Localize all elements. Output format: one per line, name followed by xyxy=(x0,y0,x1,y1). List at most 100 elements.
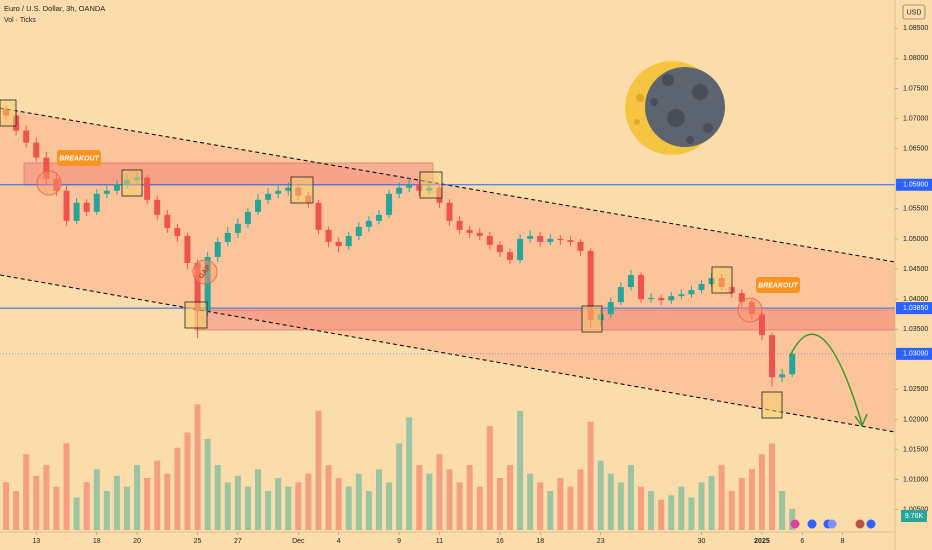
boxes xyxy=(0,99,783,419)
volume-bar xyxy=(164,473,171,530)
chart-title: Euro / U.S. Dollar, 3h, OANDA xyxy=(4,4,105,13)
x-tick-label: 11 xyxy=(436,538,443,545)
volume-bar xyxy=(517,410,524,530)
icon xyxy=(855,519,865,529)
candle-body xyxy=(144,177,151,200)
candle-body xyxy=(678,294,685,297)
arrow-head xyxy=(854,413,868,428)
candle-body xyxy=(63,190,70,221)
candle-body xyxy=(577,241,584,251)
volume-bar xyxy=(43,465,50,530)
candle-body xyxy=(194,262,201,312)
candle-body xyxy=(688,290,695,295)
candle-body xyxy=(567,240,574,242)
volume-bar xyxy=(718,465,725,530)
volume-bar xyxy=(527,473,534,530)
candle-body xyxy=(587,250,594,321)
y-tick-label: 1.02500 xyxy=(903,386,928,393)
currency: USD xyxy=(907,9,922,16)
volume-bar xyxy=(708,475,715,530)
support-zone xyxy=(194,309,895,331)
resistance-zone xyxy=(23,162,434,186)
x-tick-label: 18 xyxy=(93,538,101,545)
candle-body xyxy=(517,238,524,260)
y-tick-label: 1.01000 xyxy=(903,476,928,483)
candle-body xyxy=(466,229,473,233)
volume-bar xyxy=(506,465,513,530)
volume-bar xyxy=(627,465,634,530)
candle-body xyxy=(154,199,161,215)
candle-body xyxy=(537,235,544,242)
x-tick-label: 9 xyxy=(397,538,401,545)
candle-body xyxy=(406,184,413,188)
x-tick-label: 4 xyxy=(337,538,341,545)
candle-body xyxy=(658,297,665,301)
volume-bar xyxy=(769,443,776,530)
volume-bar xyxy=(335,478,342,530)
box xyxy=(581,305,603,333)
level-tag xyxy=(896,178,932,191)
icon xyxy=(827,519,837,529)
y-tick-label: 1.02000 xyxy=(903,416,928,423)
volume-bar xyxy=(13,491,20,530)
moon xyxy=(625,61,725,155)
volume-bar xyxy=(466,465,473,530)
candle-body xyxy=(184,235,191,263)
candle-body xyxy=(456,220,463,230)
circles xyxy=(36,170,763,323)
volume-bar xyxy=(234,475,241,530)
volume-bar xyxy=(144,478,151,530)
candle-body xyxy=(648,297,655,300)
volume-bar xyxy=(154,460,161,530)
candle-body xyxy=(758,314,765,336)
volume-bar xyxy=(758,454,765,530)
crater xyxy=(634,119,640,125)
volume-bar xyxy=(406,417,413,530)
box xyxy=(184,301,208,329)
volume-bar xyxy=(446,469,453,530)
y-tick-label: 1.04000 xyxy=(903,296,928,303)
candle-body xyxy=(244,211,251,224)
volume-bar xyxy=(456,482,463,530)
breakout-label: BREAKOUT xyxy=(59,155,99,162)
volume-bar xyxy=(779,491,786,530)
crater xyxy=(662,74,674,86)
box xyxy=(290,176,314,204)
volume-bar xyxy=(648,491,655,530)
candle-body xyxy=(214,241,221,257)
x-tick-label: 20 xyxy=(133,538,141,545)
volume-bar xyxy=(255,469,262,530)
box xyxy=(711,266,733,294)
channel-bottom xyxy=(0,274,895,433)
volume-bar xyxy=(587,421,594,530)
candle-body xyxy=(33,142,40,158)
box xyxy=(419,171,443,199)
volume-bar xyxy=(194,404,201,530)
breakout-tag xyxy=(756,277,800,293)
candle-body xyxy=(113,184,120,191)
y-tick-label: 1.08500 xyxy=(903,25,928,32)
candle-body xyxy=(73,202,80,221)
volume-bar xyxy=(698,482,705,530)
candle-body xyxy=(345,235,352,247)
volume-bar xyxy=(728,491,735,530)
candle-body xyxy=(769,335,776,378)
volume-bar xyxy=(476,486,483,530)
volume-bar xyxy=(638,486,645,530)
circle-marker xyxy=(192,259,218,285)
volume-bar xyxy=(325,465,332,530)
volume-bar xyxy=(224,482,231,530)
volume-bar xyxy=(416,465,423,530)
candle-body xyxy=(355,226,362,236)
candle-body xyxy=(265,193,272,200)
volume-bar xyxy=(103,491,110,530)
x-tick-label: 2025 xyxy=(754,538,770,545)
x-tick-label: 27 xyxy=(234,538,242,545)
volume-bar xyxy=(436,454,443,530)
y-tick-label: 1.04500 xyxy=(903,266,928,273)
level-label: 1.05900 xyxy=(903,182,928,189)
volume-bar xyxy=(688,497,695,530)
crater xyxy=(636,94,644,102)
box xyxy=(0,99,17,127)
candle-body xyxy=(446,202,453,221)
